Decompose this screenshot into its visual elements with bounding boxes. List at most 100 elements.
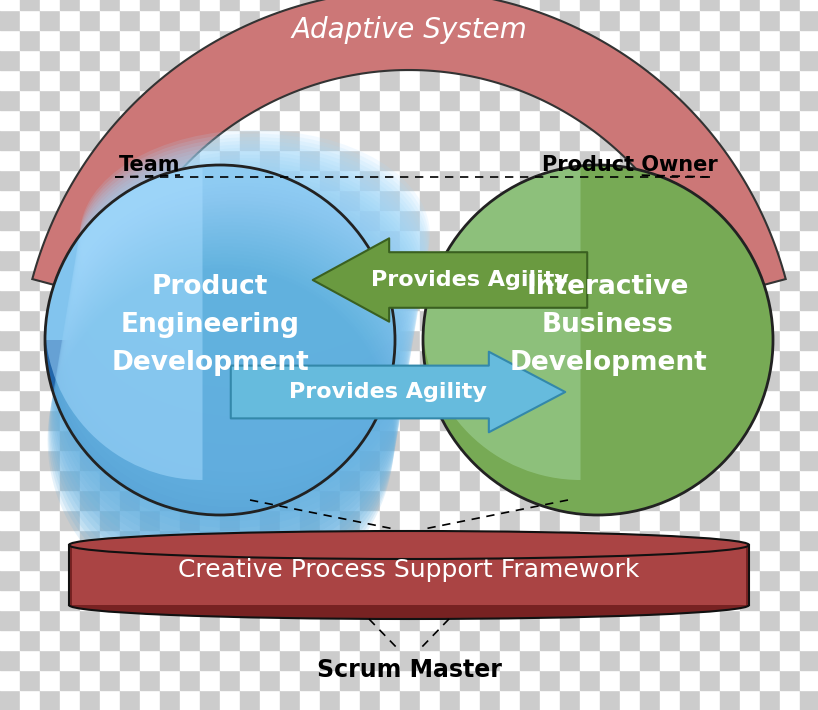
Bar	[660, 210, 680, 230]
Bar	[320, 430, 340, 450]
Bar	[740, 650, 760, 670]
Bar	[180, 650, 200, 670]
Bar	[40, 510, 60, 530]
Bar	[800, 370, 818, 390]
Bar	[620, 430, 640, 450]
Bar	[600, 10, 620, 30]
Bar	[280, 490, 300, 510]
Bar	[780, 670, 800, 690]
Bar	[280, 410, 300, 430]
Bar	[440, 450, 460, 470]
Bar	[20, 430, 40, 450]
Bar	[20, 90, 40, 110]
Bar	[40, 150, 60, 170]
Bar	[680, 570, 700, 590]
Bar	[360, 110, 380, 130]
Bar	[340, 270, 360, 290]
Bar	[440, 430, 460, 450]
Bar	[540, 110, 560, 130]
Bar	[380, 210, 400, 230]
Bar	[120, 430, 140, 450]
Bar	[180, 610, 200, 630]
Bar	[360, 650, 380, 670]
Bar	[160, 150, 180, 170]
Bar	[760, 670, 780, 690]
Bar	[400, 0, 420, 10]
Bar	[700, 690, 720, 710]
Bar	[760, 610, 780, 630]
Bar	[220, 430, 240, 450]
Bar	[540, 90, 560, 110]
Bar	[0, 490, 20, 510]
Text: Interactive
Business
Development: Interactive Business Development	[509, 274, 707, 376]
Circle shape	[45, 165, 395, 515]
Bar	[540, 70, 560, 90]
Bar	[220, 110, 240, 130]
Bar	[120, 530, 140, 550]
Bar	[620, 670, 640, 690]
Bar	[300, 630, 320, 650]
Bar	[700, 550, 720, 570]
Bar	[100, 550, 120, 570]
Bar	[120, 210, 140, 230]
Bar	[660, 250, 680, 270]
Bar	[720, 90, 740, 110]
Bar	[260, 210, 280, 230]
Bar	[600, 250, 620, 270]
Bar	[620, 410, 640, 430]
Bar	[760, 170, 780, 190]
Bar	[0, 330, 20, 350]
Bar	[0, 670, 20, 690]
Bar	[260, 610, 280, 630]
Bar	[60, 450, 80, 470]
Bar	[260, 30, 280, 50]
Bar	[100, 450, 120, 470]
Bar	[380, 30, 400, 50]
Bar	[360, 150, 380, 170]
Bar	[620, 370, 640, 390]
Bar	[320, 390, 340, 410]
Bar	[560, 470, 580, 490]
Bar	[480, 170, 500, 190]
Bar	[180, 350, 200, 370]
Bar	[520, 70, 540, 90]
Bar	[20, 470, 40, 490]
Bar	[620, 390, 640, 410]
Bar	[460, 10, 480, 30]
Bar	[120, 230, 140, 250]
Bar	[40, 290, 60, 310]
Bar	[280, 230, 300, 250]
Bar	[440, 550, 460, 570]
Bar	[240, 330, 260, 350]
Bar	[520, 670, 540, 690]
Bar	[760, 110, 780, 130]
Bar	[280, 510, 300, 530]
Bar	[700, 10, 720, 30]
Bar	[520, 0, 540, 10]
Bar	[780, 0, 800, 10]
Bar	[440, 150, 460, 170]
Bar	[760, 630, 780, 650]
Bar	[500, 230, 520, 250]
Bar	[420, 110, 440, 130]
Bar	[69, 545, 72, 605]
Bar	[540, 370, 560, 390]
Bar	[440, 190, 460, 210]
Bar	[20, 570, 40, 590]
Bar	[720, 550, 740, 570]
Bar	[720, 690, 740, 710]
Bar	[380, 650, 400, 670]
Bar	[180, 570, 200, 590]
Bar	[160, 270, 180, 290]
Bar	[80, 290, 100, 310]
Bar	[200, 570, 220, 590]
Bar	[780, 550, 800, 570]
Bar	[740, 10, 760, 30]
Bar	[240, 470, 260, 490]
Bar	[700, 290, 720, 310]
Ellipse shape	[49, 261, 396, 597]
Bar	[220, 330, 240, 350]
Bar	[0, 450, 20, 470]
Bar	[600, 550, 620, 570]
Bar	[640, 490, 660, 510]
